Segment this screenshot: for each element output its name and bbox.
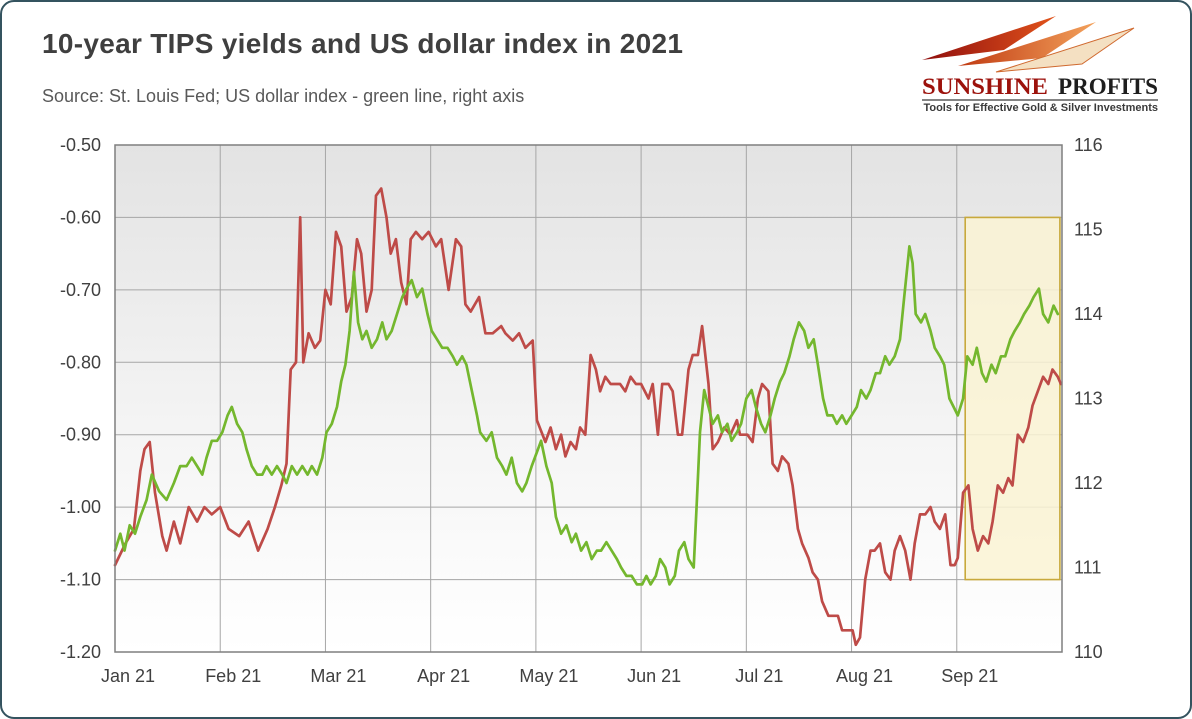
logo-tagline: Tools for Effective Gold & Silver Invest… [923, 102, 1158, 114]
right-axis-tick: 112 [1074, 473, 1103, 493]
left-axis-tick: -0.80 [60, 352, 101, 372]
x-axis-label: Aug 21 [836, 666, 893, 686]
left-axis-tick: -0.60 [60, 207, 101, 227]
x-axis-label: Mar 21 [310, 666, 366, 686]
right-axis-tick: 113 [1074, 389, 1103, 409]
plot-border [114, 144, 1063, 653]
right-axis-tick: 111 [1074, 558, 1101, 578]
left-axis-tick: -0.90 [60, 425, 101, 445]
sunshine-profits-logo: SUNSHINE PROFITS Tools for Effective Gol… [916, 14, 1164, 119]
right-axis-tick: 115 [1074, 220, 1103, 240]
x-axis-label: Feb 21 [205, 666, 261, 686]
left-axis-tick: -0.50 [60, 135, 101, 155]
x-axis-label: Sep 21 [941, 666, 998, 686]
us-dollar-index-line [113, 245, 1060, 586]
logo-brand-profits: PROFITS [1058, 74, 1158, 99]
left-axis-tick: -1.10 [60, 570, 101, 590]
right-axis-tick: 116 [1074, 135, 1103, 155]
logo-graphic: SUNSHINE PROFITS Tools for Effective Gol… [922, 16, 1158, 114]
x-axis-label: Jul 21 [735, 666, 783, 686]
logo-brand-sunshine: SUNSHINE [922, 74, 1048, 99]
right-axis-tick: 110 [1074, 642, 1103, 662]
x-axis-label: Jun 21 [627, 666, 681, 686]
logo-arrow-icon [958, 22, 1096, 66]
10-year-tips-yield-line [113, 187, 1063, 647]
logo-arrow-icon [922, 16, 1056, 60]
page-title: 10-year TIPS yields and US dollar index … [42, 28, 684, 59]
x-axis-label: Apr 21 [417, 666, 470, 686]
highlight-region [964, 216, 1061, 581]
right-axis-tick: 114 [1074, 304, 1103, 324]
logo-arrow-icon [995, 27, 1135, 73]
x-axis-label: Jan 21 [101, 666, 155, 686]
x-axis-label: May 21 [519, 666, 578, 686]
left-axis-tick: -1.00 [60, 497, 101, 517]
left-axis-tick: -1.20 [60, 642, 101, 662]
chart-source-note: Source: St. Louis Fed; US dollar index -… [42, 86, 525, 106]
left-axis-tick: -0.70 [60, 280, 101, 300]
